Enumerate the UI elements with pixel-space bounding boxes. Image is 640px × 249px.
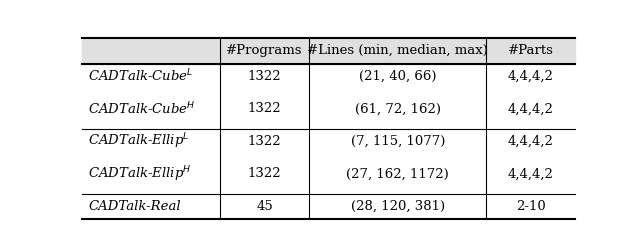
- Text: (7, 115, 1077): (7, 115, 1077): [351, 135, 445, 148]
- Text: 45: 45: [257, 200, 273, 213]
- Text: (27, 162, 1172): (27, 162, 1172): [346, 168, 449, 181]
- Text: #Parts: #Parts: [508, 44, 554, 57]
- Text: 1322: 1322: [248, 102, 282, 115]
- Text: 4,4,4,2: 4,4,4,2: [508, 168, 554, 181]
- Text: #Programs: #Programs: [227, 44, 303, 57]
- Text: CADTalk-Real: CADTalk-Real: [88, 200, 181, 213]
- Text: CADTalk-Ellip$^H$: CADTalk-Ellip$^H$: [88, 164, 192, 184]
- Text: 1322: 1322: [248, 70, 282, 83]
- Text: CADTalk-Cube$^H$: CADTalk-Cube$^H$: [88, 101, 196, 117]
- Text: CADTalk-Ellip$^L$: CADTalk-Ellip$^L$: [88, 132, 190, 151]
- Text: 4,4,4,2: 4,4,4,2: [508, 135, 554, 148]
- Text: (21, 40, 66): (21, 40, 66): [359, 70, 436, 83]
- Text: 4,4,4,2: 4,4,4,2: [508, 102, 554, 115]
- Text: 1322: 1322: [248, 135, 282, 148]
- Text: #Lines (min, median, max): #Lines (min, median, max): [307, 44, 488, 57]
- Text: (28, 120, 381): (28, 120, 381): [351, 200, 445, 213]
- Text: 1322: 1322: [248, 168, 282, 181]
- Text: (61, 72, 162): (61, 72, 162): [355, 102, 441, 115]
- Text: 2-10: 2-10: [516, 200, 545, 213]
- Text: 4,4,4,2: 4,4,4,2: [508, 70, 554, 83]
- Bar: [83, 38, 575, 64]
- Text: CADTalk-Cube$^L$: CADTalk-Cube$^L$: [88, 68, 194, 85]
